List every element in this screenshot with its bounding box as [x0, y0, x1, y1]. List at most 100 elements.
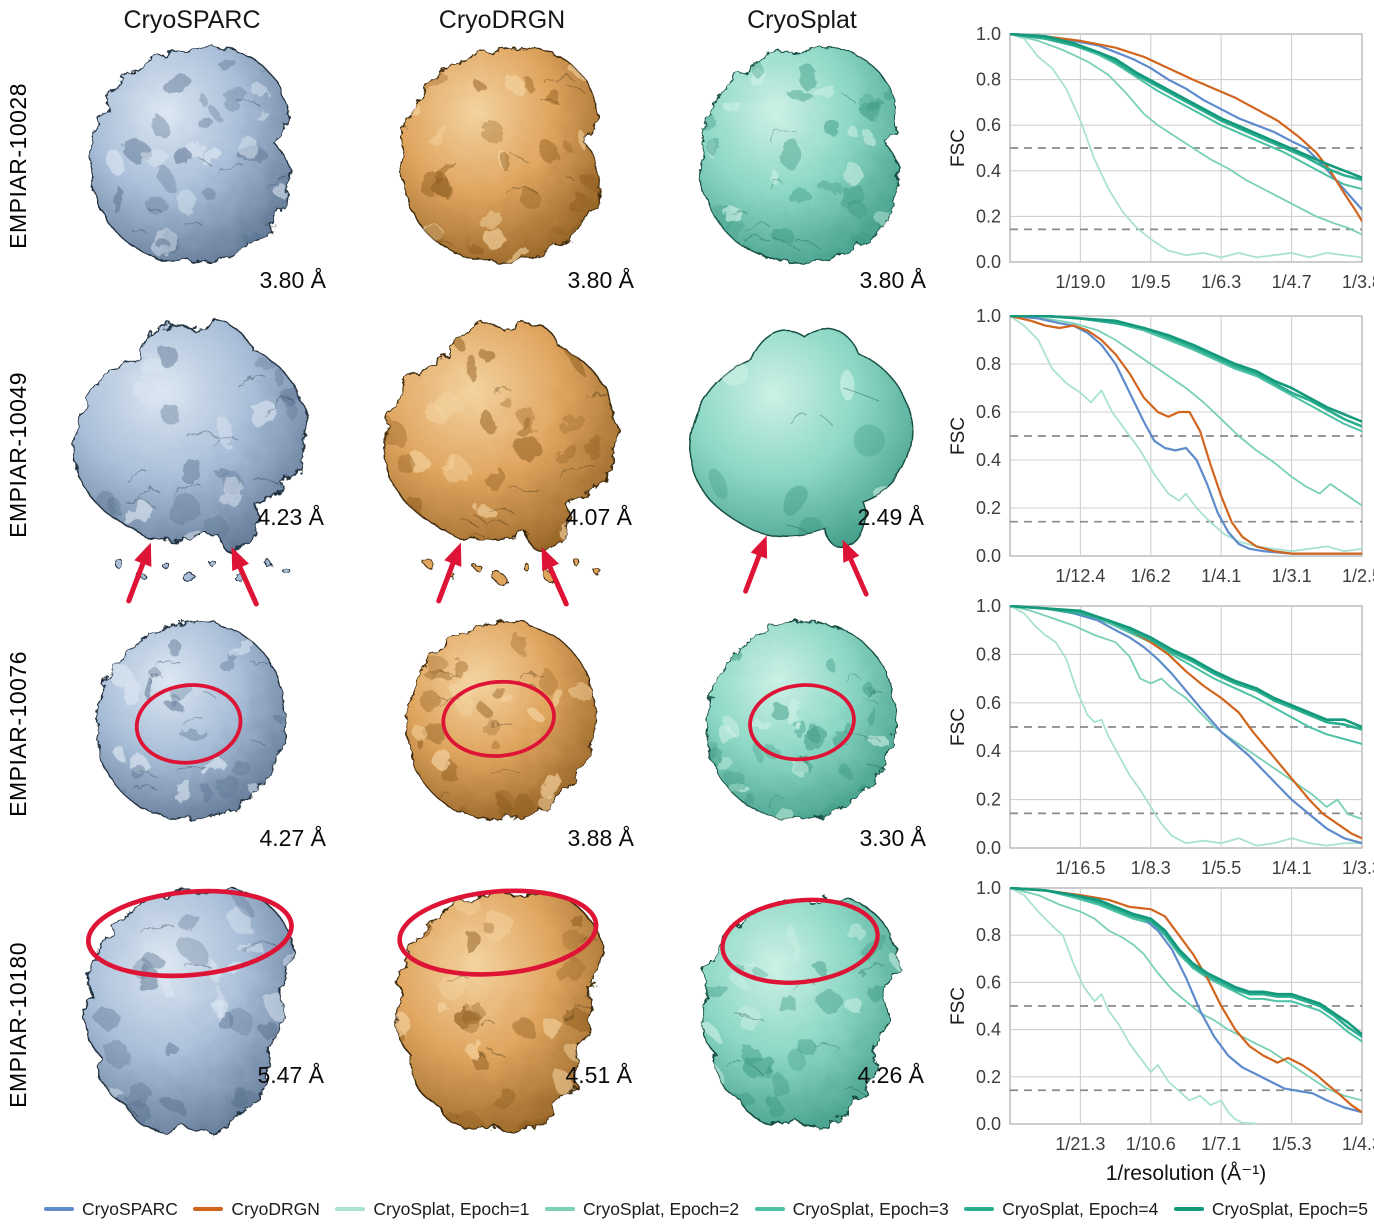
- svg-text:1/resolution (Å⁻¹): 1/resolution (Å⁻¹): [1106, 1162, 1266, 1185]
- density-map: [395, 891, 604, 1133]
- fsc-chart-10028: 0.0 0.2 0.4 0.6 0.8 1.0 1/19.0 1/9.5 1/6.3 1/4.7 1…: [948, 24, 1374, 292]
- map-cell-10180-cryodrgn: 4.51 Å: [348, 860, 656, 1190]
- map-cell-10028-cryodrgn: 3.80 Å: [348, 30, 656, 302]
- resolution-label: 4.26 Å: [857, 1062, 925, 1088]
- row-label-empiar-10028: EMPIAR-10028: [4, 83, 31, 249]
- svg-text:0.6: 0.6: [976, 693, 1001, 713]
- svg-text:0.2: 0.2: [976, 790, 1001, 810]
- legend-swatch: [754, 1207, 785, 1211]
- svg-text:1/3.3: 1/3.3: [1342, 858, 1374, 878]
- map-cell-10049-cryosplat: 2.49 Å: [656, 302, 948, 608]
- svg-text:1/6.3: 1/6.3: [1201, 272, 1241, 292]
- svg-text:1/8.3: 1/8.3: [1131, 858, 1171, 878]
- svg-text:FSC: FSC: [948, 708, 969, 746]
- legend-item-cryosplat-epoch-3: CryoSplat, Epoch=3: [754, 1198, 949, 1220]
- map-cell-10028-cryosparc: 3.80 Å: [36, 30, 348, 302]
- svg-text:1/6.2: 1/6.2: [1131, 566, 1171, 586]
- svg-text:1.0: 1.0: [976, 24, 1001, 44]
- svg-text:0.2: 0.2: [976, 498, 1001, 518]
- density-map: [73, 321, 308, 585]
- svg-text:FSC: FSC: [948, 987, 969, 1025]
- svg-text:1/21.3: 1/21.3: [1055, 1134, 1105, 1154]
- svg-text:FSC: FSC: [948, 417, 969, 455]
- legend-label: CryoSplat, Epoch=2: [582, 1198, 740, 1219]
- resolution-label: 4.23 Å: [257, 504, 325, 530]
- map-cell-10049-cryodrgn: 4.07 Å: [348, 302, 656, 608]
- legend-item-cryosplat-epoch-4: CryoSplat, Epoch=4: [964, 1199, 1158, 1220]
- legend-label: CryoSplat, Epoch=1: [373, 1198, 530, 1219]
- density-map: [84, 889, 296, 1135]
- resolution-label: 3.88 Å: [567, 825, 635, 851]
- legend-swatch: [544, 1207, 575, 1211]
- svg-text:1.0: 1.0: [976, 306, 1001, 326]
- density-map: [689, 327, 913, 549]
- fsc-chart-10180: 0.0 0.2 0.4 0.6 0.8 1.0 1/21.3 1/10.6 1/7.1 1/5.3…: [948, 878, 1374, 1185]
- resolution-label: 4.51 Å: [565, 1062, 633, 1088]
- svg-text:0.6: 0.6: [976, 402, 1001, 422]
- svg-text:0.8: 0.8: [976, 354, 1001, 374]
- legend-label: CryoDRGN: [231, 1198, 320, 1219]
- resolution-label: 5.47 Å: [257, 1062, 325, 1088]
- legend-item-cryosparc: CryoSPARC: [44, 1199, 178, 1220]
- density-map: [96, 620, 286, 820]
- svg-text:0.2: 0.2: [976, 206, 1001, 226]
- resolution-label: 3.80 Å: [567, 267, 635, 293]
- svg-text:1/16.5: 1/16.5: [1055, 858, 1105, 878]
- svg-text:FSC: FSC: [948, 129, 969, 167]
- svg-text:0.0: 0.0: [976, 838, 1001, 858]
- legend-label: CryoSplat, Epoch=3: [792, 1198, 949, 1219]
- svg-text:0.8: 0.8: [976, 925, 1001, 945]
- density-map: [399, 46, 600, 263]
- svg-text:0.8: 0.8: [976, 70, 1001, 90]
- row-label-empiar-10076: EMPIAR-10076: [4, 651, 31, 817]
- map-cell-10076-cryodrgn: 3.88 Å: [348, 608, 656, 860]
- svg-text:1/4.7: 1/4.7: [1272, 272, 1312, 292]
- density-map: [706, 620, 896, 820]
- map-cell-10076-cryosplat: 3.30 Å: [656, 608, 948, 860]
- svg-text:0.0: 0.0: [976, 252, 1001, 272]
- svg-text:0.2: 0.2: [976, 1067, 1001, 1087]
- column-header-cryosparc: CryoSPARC: [123, 6, 261, 34]
- legend-label: CryoSplat, Epoch=4: [1002, 1198, 1159, 1219]
- map-cell-10049-cryosparc: 4.23 Å: [36, 302, 348, 608]
- svg-text:0.0: 0.0: [976, 1114, 1001, 1134]
- legend-label: CryoSplat, Epoch=5: [1211, 1198, 1368, 1219]
- svg-text:0.4: 0.4: [976, 1020, 1001, 1040]
- map-cell-10180-cryosparc: 5.47 Å: [36, 860, 348, 1190]
- svg-text:1.0: 1.0: [976, 596, 1001, 616]
- svg-text:1/3.1: 1/3.1: [1272, 566, 1312, 586]
- svg-text:1/2.5: 1/2.5: [1342, 566, 1374, 586]
- svg-text:1/4.1: 1/4.1: [1201, 566, 1241, 586]
- svg-text:1/12.4: 1/12.4: [1055, 566, 1105, 586]
- density-map: [383, 321, 618, 585]
- row-label-empiar-10180: EMPIAR-10180: [4, 942, 31, 1108]
- legend-label: CryoSPARC: [82, 1198, 178, 1219]
- map-cell-10028-cryosplat: 3.80 Å: [656, 30, 948, 302]
- svg-text:0.4: 0.4: [976, 450, 1001, 470]
- svg-text:1/19.0: 1/19.0: [1055, 272, 1105, 292]
- svg-text:0.6: 0.6: [976, 972, 1001, 992]
- legend-item-cryosplat-epoch-5: CryoSplat, Epoch=5: [1173, 1198, 1368, 1220]
- legend-item-cryodrgn: CryoDRGN: [193, 1198, 320, 1220]
- svg-text:1/4.1: 1/4.1: [1272, 858, 1312, 878]
- column-header-cryodrgn: CryoDRGN: [438, 6, 566, 34]
- density-map: [701, 898, 899, 1128]
- resolution-label: 2.49 Å: [857, 504, 925, 530]
- density-map: [406, 620, 596, 820]
- svg-text:0.4: 0.4: [976, 741, 1001, 761]
- resolution-label: 3.80 Å: [859, 267, 927, 293]
- svg-text:0.0: 0.0: [976, 546, 1001, 566]
- resolution-label: 3.30 Å: [859, 825, 927, 851]
- map-cell-10076-cryosparc: 4.27 Å: [36, 608, 348, 860]
- density-map: [89, 46, 290, 263]
- resolution-label: 4.27 Å: [259, 825, 327, 851]
- column-header-cryosplat: CryoSplat: [747, 6, 857, 34]
- legend-swatch: [335, 1207, 366, 1211]
- map-cell-10180-cryosplat: 4.26 Å: [656, 860, 948, 1190]
- figure-legend: CryoSPARC CryoDRGN CryoSplat, Epoch=1 CryoS…: [0, 1193, 1374, 1225]
- svg-text:1/5.5: 1/5.5: [1201, 858, 1241, 878]
- density-map: [699, 46, 900, 263]
- resolution-label: 3.80 Å: [259, 267, 327, 293]
- svg-text:1/5.3: 1/5.3: [1272, 1134, 1312, 1154]
